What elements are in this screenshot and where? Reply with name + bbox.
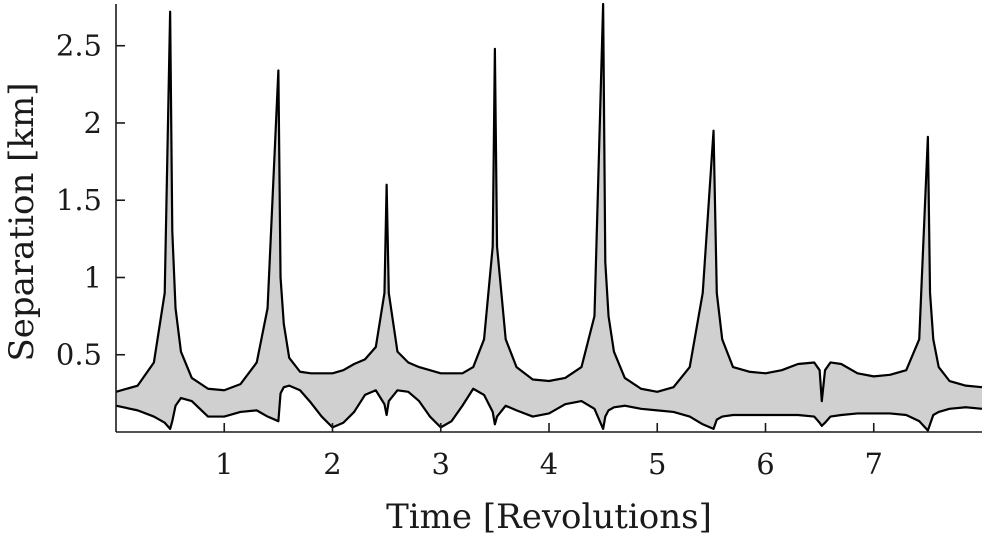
y-axis-title: Separation [km] xyxy=(2,82,42,361)
y-tick-label: 2.5 xyxy=(56,29,102,63)
x-tick-label: 3 xyxy=(432,447,450,481)
ticks: 1 2 3 4 5 6 7 0.5 1 1.5 2 2.5 xyxy=(56,29,883,481)
y-tick-label: 2 xyxy=(84,106,102,140)
x-tick-label: 1 xyxy=(215,447,233,481)
y-tick-label: 0.5 xyxy=(56,338,102,372)
x-tick-label: 4 xyxy=(540,447,558,481)
separation-band xyxy=(116,4,982,431)
x-axis-title: Time [Revolutions] xyxy=(386,497,712,537)
plot-area xyxy=(115,2,983,432)
lower-envelope-line xyxy=(115,384,983,432)
y-tick-label: 1 xyxy=(84,260,102,294)
x-tick-label: 6 xyxy=(756,447,774,481)
upper-envelope-line xyxy=(115,2,983,403)
x-tick-label: 5 xyxy=(648,447,666,481)
x-tick-label: 2 xyxy=(323,447,341,481)
x-tick-label: 7 xyxy=(865,447,883,481)
y-tick-label: 1.5 xyxy=(56,183,102,217)
